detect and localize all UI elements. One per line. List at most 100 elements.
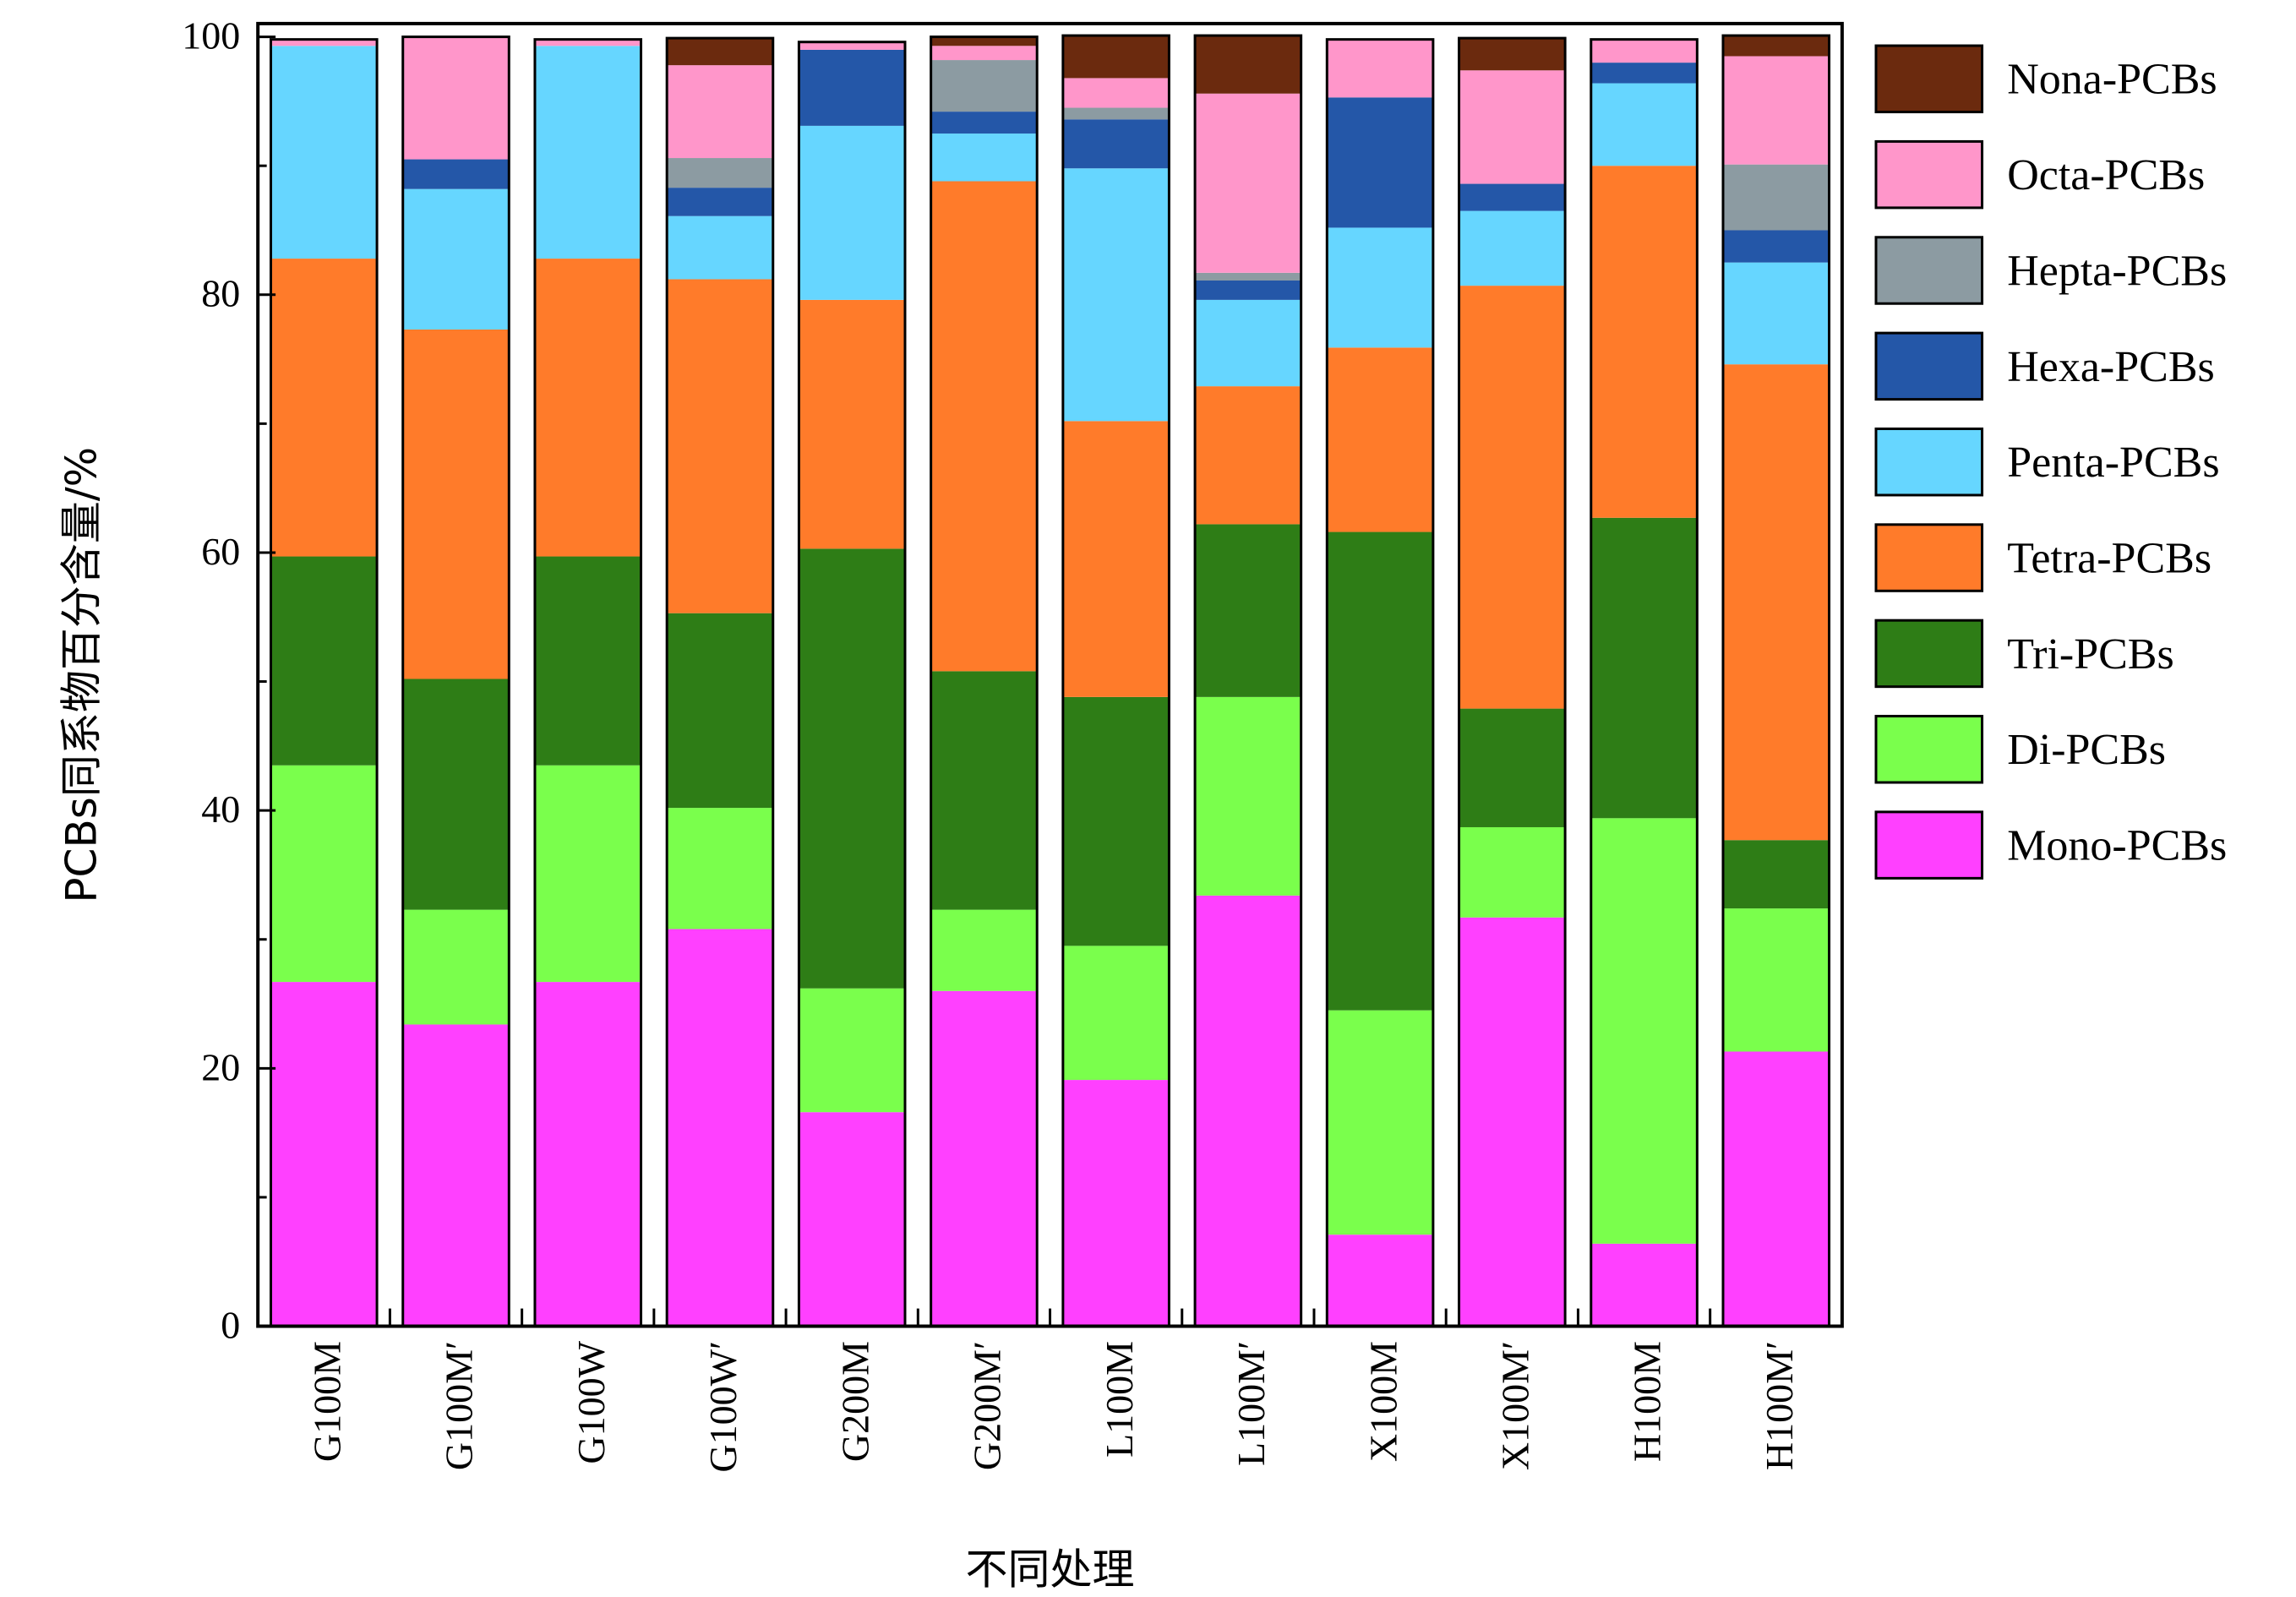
x-category-label: H100M′ [1758, 1341, 1801, 1470]
bar-segment [1722, 364, 1830, 841]
bar-segment [1459, 38, 1566, 71]
legend-item: Mono-PCBs [1874, 810, 2227, 880]
legend-label: Mono-PCBs [2007, 822, 2227, 870]
bar-segment [270, 39, 378, 46]
bar-segment [1590, 517, 1698, 819]
bar-segment [1590, 1243, 1698, 1327]
legend-label: Nona-PCBs [2007, 56, 2217, 104]
bar-segment [1195, 280, 1301, 300]
bar-segment [1062, 696, 1170, 946]
x-category-label: H100M [1626, 1341, 1669, 1462]
x-category-label: G100M [305, 1341, 348, 1462]
bar-group [533, 38, 643, 1328]
bar-segment [1062, 78, 1170, 108]
bar-segment [799, 125, 905, 300]
legend-label: Octa-PCBs [2007, 151, 2205, 199]
bar-group [1061, 34, 1170, 1328]
bar-segment [1327, 39, 1433, 98]
bar-segment [667, 38, 773, 66]
bar-segment [1590, 166, 1698, 518]
bar-segment [1195, 895, 1301, 1327]
x-category-label: G100W [570, 1340, 613, 1463]
bar-segment [1062, 168, 1170, 422]
bar-segment [402, 679, 510, 910]
bar-group [1590, 38, 1699, 1328]
legend-label: Di-PCBs [2007, 726, 2166, 774]
bar-group [1458, 36, 1567, 1328]
bar-segment [1195, 696, 1301, 896]
bar-group [401, 35, 510, 1328]
x-axis: G100M G100M′ G100W G100W′ G200M G200M′ L100M L1… [305, 1308, 1801, 1473]
bar-segment [930, 909, 1038, 991]
bar-segment [1459, 917, 1566, 1327]
bar-segment [534, 259, 641, 557]
bar-segment [930, 60, 1038, 112]
bar-segment [1722, 230, 1830, 263]
bar-segment [1195, 524, 1301, 697]
x-axis-title: 不同处理 [966, 1545, 1135, 1594]
y-tick-label: 20 [201, 1045, 240, 1088]
bar-segment [1590, 818, 1698, 1244]
bar-segment [534, 39, 641, 46]
bar-segment [270, 46, 378, 259]
x-category-label: G100W′ [701, 1341, 744, 1473]
bar-segment [1195, 272, 1301, 281]
bar-segment [1327, 1010, 1433, 1235]
bar-segment [1327, 97, 1433, 228]
bar-group [797, 41, 907, 1328]
bar-segment [1062, 1080, 1170, 1327]
bar-segment [1459, 708, 1566, 827]
y-tick-label: 80 [201, 272, 240, 315]
bar-segment [1195, 35, 1301, 94]
legend-swatch [1874, 715, 1984, 784]
bar-segment [799, 988, 905, 1113]
bar-segment [1590, 39, 1698, 63]
legend-item: Nona-PCBs [1874, 44, 2217, 114]
bar-segment [1590, 83, 1698, 166]
legend: Nona-PCBs Octa-PCBs Hepta-PCBs Hexa-PCBs Pen… [1874, 44, 2227, 880]
legend-swatch [1874, 236, 1984, 305]
legend-swatch [1874, 331, 1984, 401]
x-category-label: L100M [1098, 1341, 1141, 1458]
bar-segment [402, 1024, 510, 1327]
x-category-label: X100M [1361, 1341, 1404, 1462]
bar-segment [930, 181, 1038, 672]
bar-segment [402, 159, 510, 189]
y-tick-label: 100 [182, 14, 240, 57]
y-tick-label: 0 [221, 1303, 240, 1346]
bar-segment [1195, 93, 1301, 273]
bar-segment [930, 671, 1038, 910]
bar-segment [270, 259, 378, 557]
bar-group [930, 35, 1039, 1328]
bar-segment [1722, 908, 1830, 1052]
bar-segment [930, 46, 1038, 61]
bar-segment [1722, 56, 1830, 165]
bar-segment [667, 808, 773, 929]
bar-segment [667, 613, 773, 809]
bar-segment [799, 49, 905, 126]
bar-segment [930, 990, 1038, 1327]
legend-swatch [1874, 619, 1984, 689]
legend-item: Penta-PCBs [1874, 427, 2220, 497]
bar-segment [1062, 35, 1170, 79]
bar-segment [534, 46, 641, 259]
bar-segment [799, 41, 905, 50]
bar-segment [799, 1112, 905, 1327]
y-axis: 0 20 40 60 80 100 [182, 14, 276, 1346]
legend-item: Hexa-PCBs [1874, 331, 2215, 401]
bar-segment [270, 982, 378, 1327]
bar-segment [1459, 286, 1566, 709]
x-category-label: G200M′ [966, 1341, 1009, 1470]
x-category-label: G100M′ [438, 1341, 481, 1470]
legend-item: Tri-PCBs [1874, 619, 2174, 689]
bar-segment [930, 112, 1038, 134]
bar-segment [1459, 70, 1566, 184]
legend-item: Hepta-PCBs [1874, 236, 2227, 305]
bar-segment [1722, 35, 1830, 57]
bar-segment [534, 765, 641, 983]
bar-segment [402, 329, 510, 679]
x-category-label: G200M [833, 1341, 876, 1462]
bar-segment [534, 982, 641, 1327]
legend-item: Octa-PCBs [1874, 139, 2205, 210]
